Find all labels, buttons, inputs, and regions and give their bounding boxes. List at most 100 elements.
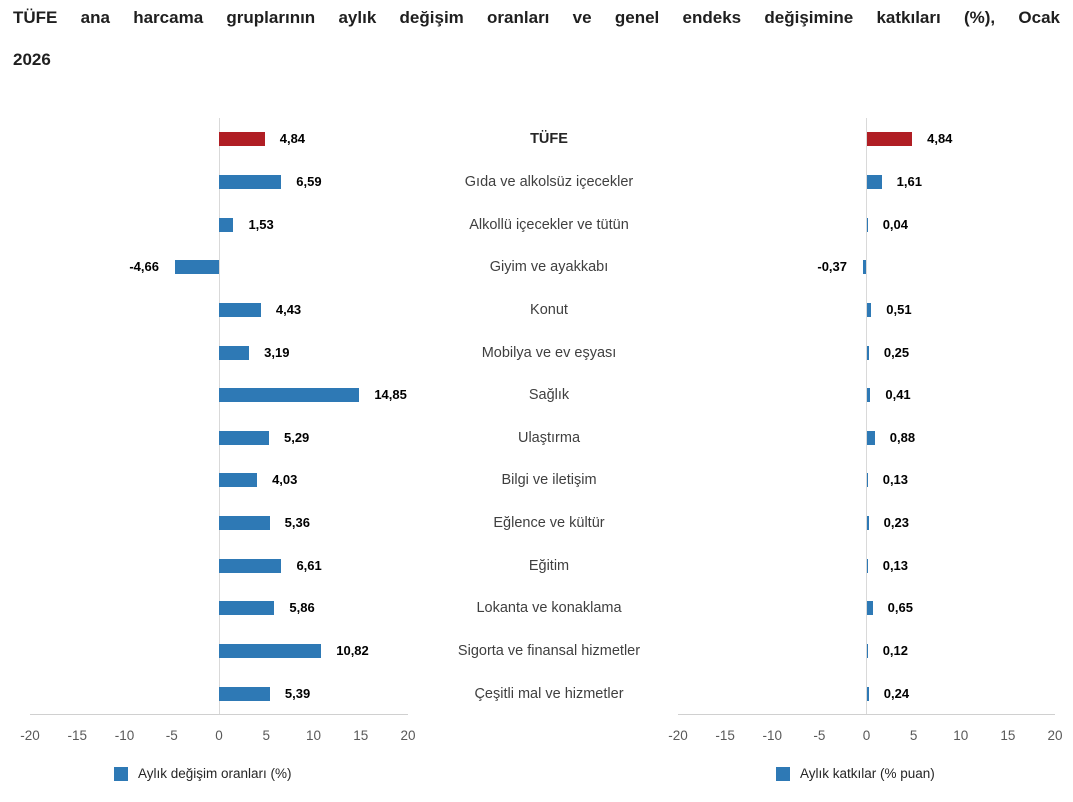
chart-title-line-1: TÜFE ana harcama gruplarının aylık değiş…	[13, 8, 1060, 27]
value-label: 0,13	[882, 472, 909, 488]
bar-Konut	[866, 302, 872, 317]
bar-Bilgi ve iletişim	[219, 473, 258, 488]
x-tick-label: 5	[909, 728, 918, 743]
right-plot-area: 4,84 1,61 0,04 -0,37 0,51 0,25 0,41 0,88 0,13 0,2…	[668, 118, 1063, 743]
value-label: 4,84	[927, 131, 953, 147]
legend-label: Aylık katkılar (% puan)	[800, 766, 935, 781]
category-label-Gıda ve alkolsüz içecekler: Gıda ve alkolsüz içecekler	[464, 173, 634, 190]
category-label-Sağlık: Sağlık	[528, 387, 570, 404]
chart-title: TÜFE ana harcama gruplarının aylık değiş…	[13, 0, 1060, 81]
x-tick-label: -10	[762, 728, 783, 743]
legend-swatch-blue-icon	[776, 766, 790, 781]
bar-Çeşitli mal ve hizmetler	[866, 686, 869, 701]
x-tick-label: -5	[165, 728, 178, 743]
x-axis-line	[30, 714, 408, 715]
legend-monthly-change: Aylık değişim oranları (%)	[114, 766, 292, 781]
bar-Bilgi ve iletişim	[866, 473, 868, 488]
x-tick-label: 0	[862, 728, 871, 743]
x-tick-label: 20	[400, 728, 416, 743]
value-label: 4,43	[275, 301, 302, 317]
bar-Giyim ve ayakkabı	[863, 260, 867, 275]
bar-Sigorta ve finansal hizmetler	[866, 644, 868, 659]
category-label-Sigorta ve finansal hizmetler: Sigorta ve finansal hizmetler	[457, 643, 641, 660]
value-label: 5,39	[284, 685, 311, 701]
legend-monthly-contribution: Aylık katkılar (% puan)	[776, 766, 935, 781]
category-label-Çeşitli mal ve hizmetler: Çeşitli mal ve hizmetler	[474, 685, 624, 702]
legend-label: Aylık değişim oranları (%)	[138, 766, 292, 781]
category-label-Giyim ve ayakkabı: Giyim ve ayakkabı	[489, 259, 609, 276]
x-tick-label: 0	[215, 728, 223, 743]
value-label: 4,84	[279, 131, 306, 147]
bar-Gıda ve alkolsüz içecekler	[866, 174, 882, 189]
bar-Çeşitli mal ve hizmetler	[219, 686, 270, 701]
value-label: 0,51	[886, 301, 912, 317]
value-label: 0,23	[883, 515, 909, 531]
value-label: 5,29	[283, 429, 310, 445]
category-label-Alkollü içecekler ve tütün: Alkollü içecekler ve tütün	[469, 216, 629, 233]
category-label-Ulaştırma: Ulaştırma	[517, 429, 581, 446]
value-label: 4,03	[272, 472, 298, 488]
value-label: 0,41	[885, 387, 911, 403]
bar-Konut	[219, 302, 261, 317]
x-tick-label: 5	[262, 728, 271, 743]
x-tick-label: -15	[67, 728, 88, 743]
x-tick-label: -20	[668, 728, 688, 743]
bar-Sigorta ve finansal hizmetler	[219, 644, 322, 659]
chart-title-line-2: 2026	[13, 50, 51, 69]
category-label-Bilgi ve iletişim: Bilgi ve iletişim	[501, 472, 597, 489]
value-label: 0,04	[882, 216, 908, 232]
value-label: 14,85	[374, 387, 407, 403]
bar-Sağlık	[866, 388, 871, 403]
x-tick-label: 10	[305, 728, 322, 743]
bar-Mobilya ve ev eşyası	[866, 345, 869, 360]
x-tick-label: -10	[114, 728, 135, 743]
x-tick-label: 10	[953, 728, 969, 743]
value-label: 5,86	[289, 600, 315, 616]
value-label: 0,25	[883, 344, 910, 360]
value-label: -4,66	[129, 259, 159, 275]
value-label: 6,61	[296, 557, 322, 573]
value-label: 1,61	[896, 173, 922, 189]
bar-Sağlık	[219, 388, 360, 403]
bar-Ulaştırma	[866, 430, 875, 445]
category-label-Eğitim: Eğitim	[528, 557, 570, 574]
bar-Eğlence ve kültür	[219, 516, 270, 531]
x-tick-label: 20	[1047, 728, 1063, 743]
zero-gridline	[866, 118, 867, 715]
bar-Lokanta ve konaklama	[866, 601, 873, 616]
bar-Eğitim	[866, 558, 868, 573]
bar-Lokanta ve konaklama	[219, 601, 275, 616]
bar-Eğitim	[219, 558, 282, 573]
value-label: 0,24	[883, 685, 910, 701]
category-label-TÜFE: TÜFE	[530, 131, 568, 148]
category-label-Eğlence ve kültür: Eğlence ve kültür	[493, 515, 605, 532]
bar-Gıda ve alkolsüz içecekler	[219, 174, 282, 189]
value-label: 0,88	[889, 429, 916, 445]
value-label: 6,59	[296, 173, 322, 189]
category-label-Konut: Konut	[530, 301, 568, 318]
value-label: -0,37	[817, 259, 848, 275]
bar-Alkollü içecekler ve tütün	[219, 217, 234, 232]
value-label: 5,36	[284, 515, 310, 531]
value-label: 3,19	[264, 344, 290, 360]
bar-Alkollü içecekler ve tütün	[866, 217, 868, 232]
x-tick-label: 15	[353, 728, 369, 743]
value-label: 0,12	[882, 643, 908, 659]
x-tick-label: -15	[715, 728, 735, 743]
bar-TÜFE	[219, 132, 265, 147]
bar-Eğlence ve kültür	[866, 516, 869, 531]
x-axis-line	[678, 714, 1055, 715]
x-tick-label: -20	[20, 728, 40, 743]
bar-TÜFE	[866, 132, 913, 147]
category-labels-column: TÜFE Gıda ve alkolsüz içecekler Alkollü iç…	[389, 118, 709, 715]
bar-Mobilya ve ev eşyası	[219, 345, 250, 360]
category-label-Mobilya ve ev eşyası: Mobilya ve ev eşyası	[481, 344, 617, 361]
left-plot-area: 4,84 6,59 1,53 -4,66 4,43 3,19 14,85 5,29 4,03 5,…	[20, 118, 416, 743]
category-label-Lokanta ve konaklama: Lokanta ve konaklama	[476, 600, 622, 617]
zero-gridline	[218, 118, 220, 715]
value-label: 0,13	[882, 557, 909, 573]
x-tick-label: -5	[813, 728, 826, 743]
x-tick-label: 15	[1000, 728, 1016, 743]
bar-Giyim ve ayakkabı	[174, 260, 219, 275]
